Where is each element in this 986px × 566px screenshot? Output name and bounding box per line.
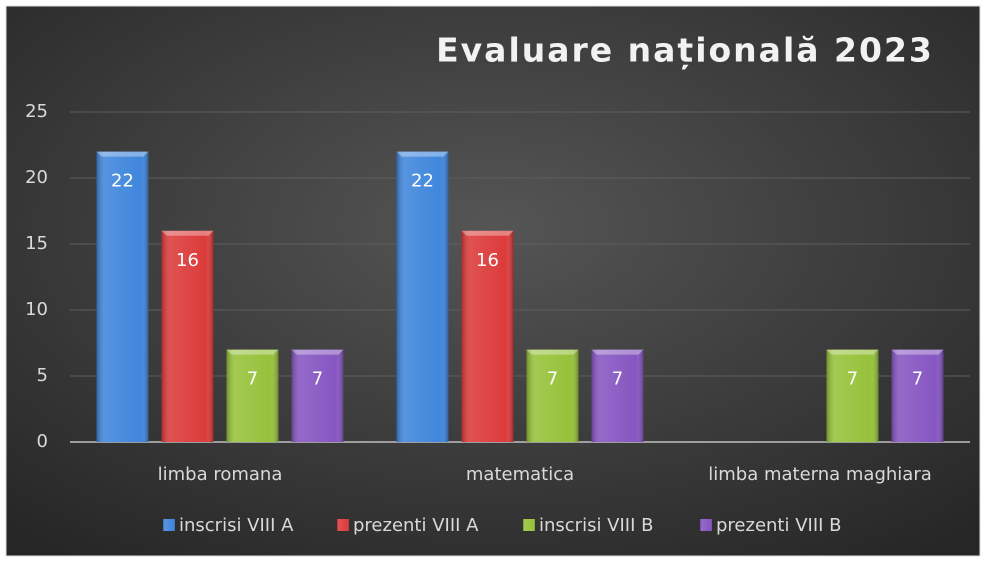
bar-shade [891, 349, 944, 442]
data-label: 7 [912, 369, 923, 390]
y-tick-label: 0 [37, 431, 48, 452]
data-label: 7 [612, 369, 623, 390]
bar-bevel [291, 349, 344, 355]
bar-shade [96, 151, 149, 442]
bar-shade [461, 230, 514, 442]
bar-shade [526, 349, 579, 442]
data-label: 7 [312, 369, 323, 390]
data-label: 7 [547, 369, 558, 390]
legend-label: prezenti VIII B [716, 515, 842, 536]
bar-bevel [461, 230, 514, 236]
bar-shade [396, 151, 449, 442]
y-tick-label: 20 [25, 167, 48, 188]
bar-bevel [226, 349, 279, 355]
legend-swatch-shade [163, 519, 175, 531]
y-tick-label: 10 [25, 299, 48, 320]
data-label: 16 [476, 250, 499, 271]
legend-swatch-shade [523, 519, 535, 531]
data-label: 16 [176, 250, 199, 271]
y-tick-label: 15 [25, 233, 48, 254]
bar-bevel [161, 230, 214, 236]
bar-bevel [591, 349, 644, 355]
legend-swatch-shade [700, 519, 712, 531]
bar-shade [161, 230, 214, 442]
data-label: 7 [847, 369, 858, 390]
x-tick-label: matematica [466, 464, 574, 485]
bar-shade [226, 349, 279, 442]
bar-shade [826, 349, 879, 442]
legend-swatch-shade [337, 519, 349, 531]
bar-bevel [96, 151, 149, 157]
bar-bevel [891, 349, 944, 355]
data-label: 7 [247, 369, 258, 390]
chart-title: Evaluare națională 2023 [436, 31, 934, 70]
y-tick-label: 25 [25, 101, 48, 122]
bar-bevel [826, 349, 879, 355]
data-label: 22 [411, 171, 434, 192]
y-tick-label: 5 [37, 365, 48, 386]
x-tick-label: limba romana [158, 464, 283, 485]
legend-label: inscrisi VIII B [539, 515, 654, 536]
bar-shade [591, 349, 644, 442]
bar-bevel [526, 349, 579, 355]
data-label: 22 [111, 171, 134, 192]
legend-label: prezenti VIII A [353, 515, 479, 536]
bar-bevel [396, 151, 449, 157]
x-tick-label: limba materna maghiara [708, 464, 932, 485]
legend-label: inscrisi VIII A [179, 515, 294, 536]
bar-shade [291, 349, 344, 442]
